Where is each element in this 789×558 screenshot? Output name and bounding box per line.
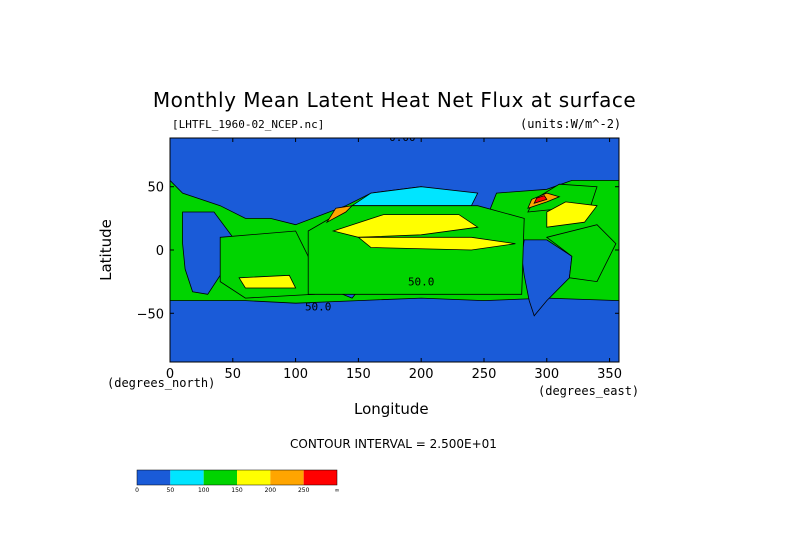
colorbar-level-label: 200	[265, 487, 277, 494]
y-tick-label: 50	[147, 181, 164, 196]
x-axis-label: Longitude	[354, 400, 429, 418]
chart-title: Monthly Mean Latent Heat Net Flux at sur…	[152, 88, 637, 112]
region-gulf-stream-core	[533, 195, 548, 204]
colorbar-level-label: 150	[231, 487, 243, 494]
region-equatorial-pacific	[357, 236, 516, 251]
x-tick-label: 50	[225, 367, 242, 382]
file-label: [LHTFL_1960-02_NCEP.nc]	[172, 118, 325, 131]
x-tick-label: 0	[166, 367, 174, 382]
y-tick-label: −50	[137, 307, 164, 322]
colorbar-swatch	[270, 470, 304, 485]
colorbar-swatch	[303, 470, 337, 485]
colorbar-level-label: 250	[298, 487, 310, 494]
x-tick-label: 200	[409, 367, 434, 382]
colorbar-swatch	[170, 470, 204, 485]
x-tick-label: 300	[534, 367, 559, 382]
colorbar-swatch	[137, 470, 171, 485]
contour-label: 50.0	[305, 301, 332, 314]
x-axis-sublabel: (degrees_east)	[538, 384, 640, 398]
colorbar-level-label: 0	[135, 487, 139, 494]
x-tick-label: 350	[597, 367, 622, 382]
contour-interval-text: CONTOUR INTERVAL = 2.500E+01	[290, 437, 497, 451]
y-tick-label: 0	[156, 244, 164, 259]
contour-label: 50.0	[408, 275, 435, 288]
colorbar-swatch	[203, 470, 237, 485]
region-south-indian	[238, 274, 297, 289]
region-tropical-atlantic	[545, 224, 617, 283]
x-tick-label: 250	[472, 367, 497, 382]
y-axis-sublabel: (degrees_north)	[107, 376, 216, 390]
colorbar-level-label: 50	[167, 487, 175, 494]
x-tick-label: 150	[346, 367, 371, 382]
contour-label: 0.00	[389, 131, 416, 144]
colorbar-level-label: 100	[198, 487, 210, 494]
axis-ticks: 0 50 100 150 200 250 300 350 −50 0 50	[137, 138, 622, 382]
region-north-atlantic-subtropics	[546, 201, 598, 228]
region-kuroshio	[325, 205, 354, 224]
map-plot-area: 0.00 50.0 50.0	[170, 131, 619, 362]
colorbar-level-label: ∞	[335, 487, 340, 494]
x-tick-label: 100	[283, 367, 308, 382]
colorbar: 0 50 100 150 200 250 ∞	[135, 469, 340, 494]
units-label: (units:W/m^-2)	[520, 117, 622, 131]
colorbar-swatch	[237, 470, 271, 485]
colorbar-frame	[136, 469, 338, 486]
region-southern-ocean	[170, 297, 619, 362]
